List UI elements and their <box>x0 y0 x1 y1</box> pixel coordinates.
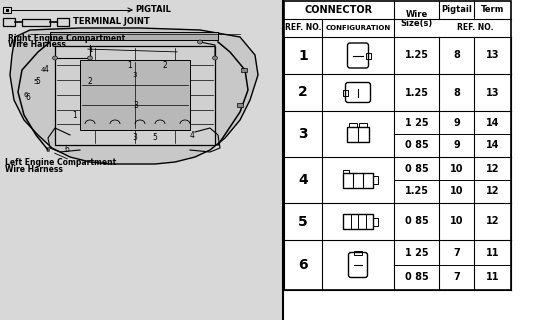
Text: 8: 8 <box>453 51 460 60</box>
Text: 10: 10 <box>450 164 463 173</box>
Text: 6: 6 <box>46 147 50 153</box>
Text: 6: 6 <box>298 258 308 272</box>
Text: 13: 13 <box>486 87 499 98</box>
Bar <box>283 0 551 320</box>
Text: REF. NO.: REF. NO. <box>457 23 493 33</box>
Text: 12: 12 <box>486 217 499 227</box>
Text: 6: 6 <box>24 92 28 98</box>
Bar <box>373 176 378 184</box>
Bar <box>0 0 283 320</box>
Text: 2: 2 <box>88 77 93 86</box>
Text: PIGTAIL: PIGTAIL <box>135 5 171 14</box>
Bar <box>347 126 369 141</box>
Ellipse shape <box>213 56 218 60</box>
Text: 3: 3 <box>133 133 137 142</box>
Text: 0 85: 0 85 <box>404 164 428 173</box>
Text: CONFIGURATION: CONFIGURATION <box>326 25 391 31</box>
Text: 0 85: 0 85 <box>404 140 428 150</box>
Ellipse shape <box>197 40 203 44</box>
Text: 1: 1 <box>73 110 77 119</box>
Bar <box>241 68 247 72</box>
Text: 12: 12 <box>486 187 499 196</box>
Text: 1 25: 1 25 <box>404 247 428 258</box>
Text: Left Engine Compartment: Left Engine Compartment <box>5 158 116 167</box>
Text: 7: 7 <box>453 247 460 258</box>
Text: Wire
Size(s): Wire Size(s) <box>401 10 433 28</box>
Text: 9: 9 <box>453 117 460 127</box>
Text: 9: 9 <box>453 140 460 150</box>
Bar <box>373 218 378 226</box>
Text: 0 85: 0 85 <box>404 273 428 283</box>
Text: 1.25: 1.25 <box>404 87 429 98</box>
Text: 1.25: 1.25 <box>404 187 429 196</box>
Text: 1: 1 <box>128 60 132 69</box>
Text: 1.25: 1.25 <box>404 51 429 60</box>
Text: 11: 11 <box>486 247 499 258</box>
Text: 3: 3 <box>133 72 137 78</box>
Text: REF. NO.: REF. NO. <box>285 23 321 33</box>
Text: 14: 14 <box>486 117 499 127</box>
Text: 4: 4 <box>190 131 195 140</box>
Bar <box>343 170 349 172</box>
Bar <box>359 123 367 126</box>
Text: 5: 5 <box>153 133 158 142</box>
Bar <box>57 18 69 26</box>
Text: 10: 10 <box>450 187 463 196</box>
Text: 13: 13 <box>486 51 499 60</box>
Text: 11: 11 <box>486 273 499 283</box>
Text: 4: 4 <box>44 66 48 75</box>
Text: 3: 3 <box>133 100 138 109</box>
Text: Term: Term <box>481 5 504 14</box>
Text: Wire Harness: Wire Harness <box>8 40 66 49</box>
Text: Pigtail: Pigtail <box>441 5 472 14</box>
Bar <box>237 103 243 107</box>
Text: 8: 8 <box>453 87 460 98</box>
Bar <box>22 19 50 26</box>
Text: CONNECTOR: CONNECTOR <box>305 5 373 15</box>
Text: Wire Harness: Wire Harness <box>5 165 63 174</box>
Text: 5: 5 <box>36 77 40 86</box>
Bar <box>365 52 370 59</box>
Text: Right Engine Compartment: Right Engine Compartment <box>8 34 125 43</box>
Ellipse shape <box>88 56 93 60</box>
Text: 1: 1 <box>298 49 308 62</box>
Text: 0 85: 0 85 <box>404 217 428 227</box>
Text: 5: 5 <box>34 79 38 85</box>
Bar <box>3 7 11 13</box>
Bar <box>284 1 511 290</box>
Bar <box>6 9 9 12</box>
Text: 6: 6 <box>64 146 69 155</box>
Text: 2: 2 <box>163 60 168 69</box>
Text: 1: 1 <box>88 47 92 53</box>
Text: 12: 12 <box>486 164 499 173</box>
Bar <box>80 60 190 130</box>
Text: 10: 10 <box>450 217 463 227</box>
Text: 4: 4 <box>298 173 308 187</box>
Bar <box>343 172 373 188</box>
Text: TERMINAL JOINT: TERMINAL JOINT <box>73 18 150 27</box>
Text: 1 25: 1 25 <box>404 117 428 127</box>
Text: 6: 6 <box>25 93 30 102</box>
Ellipse shape <box>52 56 57 60</box>
Bar <box>3 18 15 26</box>
Text: 7: 7 <box>453 273 460 283</box>
Polygon shape <box>10 28 258 164</box>
Bar <box>50 32 218 40</box>
Text: 5: 5 <box>298 214 308 228</box>
Bar <box>343 90 348 95</box>
Bar <box>55 46 215 145</box>
Text: 2: 2 <box>298 85 308 100</box>
Bar <box>343 214 373 229</box>
Bar <box>349 123 357 126</box>
Bar <box>354 251 362 255</box>
Text: 4: 4 <box>41 67 45 73</box>
Text: 3: 3 <box>298 127 308 141</box>
Text: 14: 14 <box>486 140 499 150</box>
